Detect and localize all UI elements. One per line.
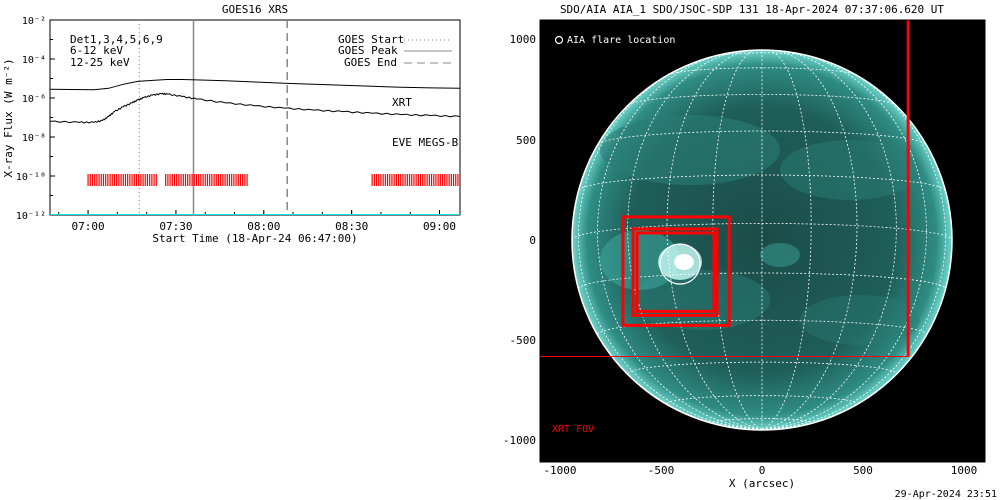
latitude-line	[597, 130, 927, 145]
longitude-line	[761, 50, 858, 430]
aia-x-tick: -500	[648, 464, 675, 477]
goes-x-tick-label: 09:00	[423, 220, 456, 233]
longitude-line	[597, 52, 763, 430]
aia-x-tick: 1000	[951, 464, 978, 477]
aia-plot-frame	[539, 19, 986, 463]
goes-y-axis-label: X-ray Flux (W m⁻²)	[2, 58, 15, 177]
legend-6-12kev: 6-12 keV	[70, 44, 123, 57]
goes-y-tick-label: 10⁻¹⁰	[16, 172, 46, 183]
goes-y-tick-label: 10⁻¹²	[16, 211, 46, 222]
longitude-line	[578, 61, 763, 430]
xrt-label: XRT	[392, 96, 412, 109]
longitude-line	[761, 52, 927, 430]
xrt-fov-box	[635, 231, 716, 313]
xrt-fov-label: XRT FOV	[552, 424, 594, 435]
aia-y-tick: -500	[510, 334, 537, 347]
latitude-line	[668, 67, 856, 76]
goes-y-tick-label: 10⁻⁸	[22, 133, 46, 144]
goes-y-axis: 10⁻² 10⁻⁴ 10⁻⁶ 10⁻⁸ 10⁻¹⁰ 10⁻¹²	[16, 16, 55, 222]
xrt-fov-boxes	[540, 20, 910, 358]
goes-x-tick-label: 07:00	[72, 220, 105, 233]
longitude-line	[712, 50, 763, 430]
goes-y-tick-label: 10⁻²	[22, 16, 46, 27]
goes-x-tick-label: 08:30	[335, 220, 368, 233]
heliographic-grid	[572, 50, 952, 430]
legend-12-25kev: 12-25 keV	[70, 56, 130, 69]
latitude-line	[597, 319, 927, 335]
goes-panel: GOES16 XRS 10⁻² 10⁻⁴ 10⁻⁶ 10⁻⁸ 10⁻¹⁰ 10⁻¹² 07…	[2, 3, 461, 245]
flare-legend-icon	[554, 35, 564, 45]
goes-x-tick-label: 07:30	[159, 220, 192, 233]
sun-limb	[571, 49, 953, 431]
goes-x-axis-label: Start Time (18-Apr-24 06:47:00)	[152, 232, 357, 245]
longitude-line	[761, 50, 897, 430]
aia-x-tick: -1000	[543, 464, 576, 477]
longitude-line	[627, 50, 763, 430]
latitude-line	[712, 418, 812, 423]
goes-x-tick-label: 08:00	[247, 220, 280, 233]
legend-det: Det1,3,4,5,6,9	[70, 33, 163, 46]
lightcurve-short	[50, 92, 460, 124]
goes-legend-left: Det1,3,4,5,6,9 6-12 keV 12-25 keV	[70, 33, 163, 69]
latitude-line	[627, 361, 897, 374]
aia-y-tick: 1000	[510, 33, 537, 46]
xrt-fov-box	[621, 215, 731, 327]
goes-y-tick-label: 10⁻⁴	[22, 55, 46, 66]
lightcurve-long	[50, 79, 460, 91]
goes-event-markers	[138, 20, 288, 215]
goes-title: GOES16 XRS	[222, 3, 288, 16]
aia-y-tick: -1000	[503, 434, 536, 447]
footer-timestamp: 29-Apr-2024 23:51	[895, 489, 997, 500]
aia-x-axis-label: X (arcsec)	[729, 477, 795, 490]
goes-y-tick-label: 10⁻⁶	[22, 94, 46, 105]
flare-location-marker	[659, 243, 701, 285]
goes-legend-right: GOES Start GOES Peak GOES End	[338, 33, 452, 69]
longitude-line	[761, 61, 946, 430]
latitude-line	[578, 174, 946, 191]
aia-x-tick: 500	[853, 464, 873, 477]
xrt-fov-box	[631, 227, 719, 317]
aia-y-tick: 500	[516, 134, 536, 147]
goes-lightcurves	[50, 79, 460, 215]
aia-title: SDO/AIA AIA_1 SDO/JSOC-SDP 131 18-Apr-20…	[560, 3, 944, 16]
legend-goes-end: GOES End	[344, 56, 397, 69]
flare-legend-label: AIA flare location	[567, 35, 675, 46]
aia-x-tick: 0	[759, 464, 766, 477]
aia-axes: -1000 -500 0 500 1000 1000 500 0 -500 -1…	[503, 33, 977, 477]
longitude-line	[761, 50, 812, 430]
aia-panel: SDO/AIA AIA_1 SDO/JSOC-SDP 131 18-Apr-20…	[503, 3, 986, 490]
legend-goes-peak: GOES Peak	[338, 44, 398, 57]
longitude-line	[666, 50, 763, 430]
legend-goes-start: GOES Start	[338, 33, 404, 46]
goes-x-axis: 07:00 07:30 08:00 08:30 09:00	[58, 210, 456, 233]
xrt-coverage-bars	[87, 174, 459, 186]
aia-y-tick: 0	[529, 234, 536, 247]
eve-label: EVE MEGS-B	[392, 136, 459, 149]
